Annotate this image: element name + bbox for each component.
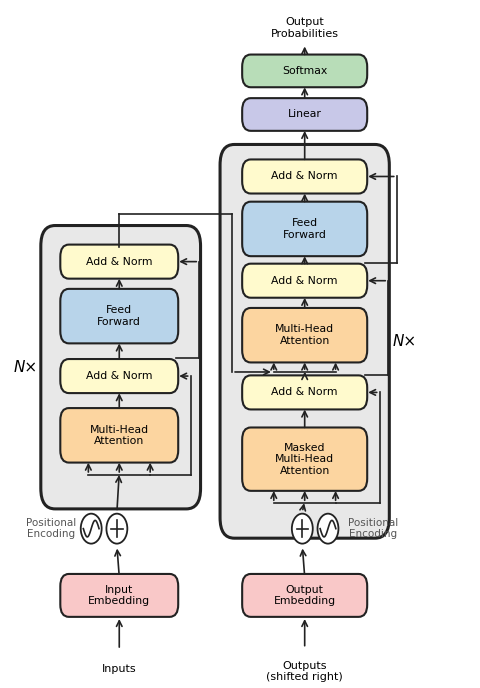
FancyBboxPatch shape — [241, 308, 366, 363]
Text: N×: N× — [13, 360, 37, 375]
Text: Add & Norm: Add & Norm — [86, 371, 152, 381]
FancyBboxPatch shape — [60, 359, 178, 393]
Text: Input
Embedding: Input Embedding — [88, 585, 150, 606]
Circle shape — [81, 514, 101, 544]
Text: Multi-Head
Attention: Multi-Head Attention — [89, 424, 148, 446]
FancyBboxPatch shape — [241, 574, 366, 617]
Text: Add & Norm: Add & Norm — [271, 171, 337, 182]
Text: Inputs: Inputs — [102, 664, 136, 674]
FancyBboxPatch shape — [60, 245, 178, 279]
FancyBboxPatch shape — [219, 144, 388, 538]
Text: Positional
Encoding: Positional Encoding — [348, 518, 397, 539]
Circle shape — [106, 514, 127, 544]
Circle shape — [317, 514, 338, 544]
Text: Feed
Forward: Feed Forward — [97, 305, 141, 327]
FancyBboxPatch shape — [241, 98, 366, 131]
FancyBboxPatch shape — [60, 408, 178, 462]
FancyBboxPatch shape — [241, 376, 366, 409]
Text: Output
Embedding: Output Embedding — [273, 585, 335, 606]
FancyBboxPatch shape — [241, 264, 366, 298]
Text: Feed
Forward: Feed Forward — [282, 218, 326, 239]
Text: Positional
Encoding: Positional Encoding — [25, 518, 76, 539]
FancyBboxPatch shape — [241, 54, 366, 87]
Text: Add & Norm: Add & Norm — [271, 276, 337, 286]
Text: Add & Norm: Add & Norm — [271, 387, 337, 398]
Text: Outputs
(shifted right): Outputs (shifted right) — [266, 661, 342, 682]
Circle shape — [291, 514, 312, 544]
Text: Add & Norm: Add & Norm — [86, 257, 152, 267]
Text: Linear: Linear — [287, 109, 321, 120]
Text: N×: N× — [392, 334, 416, 349]
Text: Multi-Head
Attention: Multi-Head Attention — [275, 325, 334, 346]
FancyBboxPatch shape — [241, 202, 366, 256]
Text: Output
Probabilities: Output Probabilities — [270, 17, 338, 39]
FancyBboxPatch shape — [60, 289, 178, 343]
FancyBboxPatch shape — [241, 427, 366, 491]
FancyBboxPatch shape — [241, 160, 366, 193]
Text: Masked
Multi-Head
Attention: Masked Multi-Head Attention — [275, 442, 334, 476]
Text: Softmax: Softmax — [281, 66, 326, 76]
FancyBboxPatch shape — [41, 226, 200, 509]
FancyBboxPatch shape — [60, 574, 178, 617]
